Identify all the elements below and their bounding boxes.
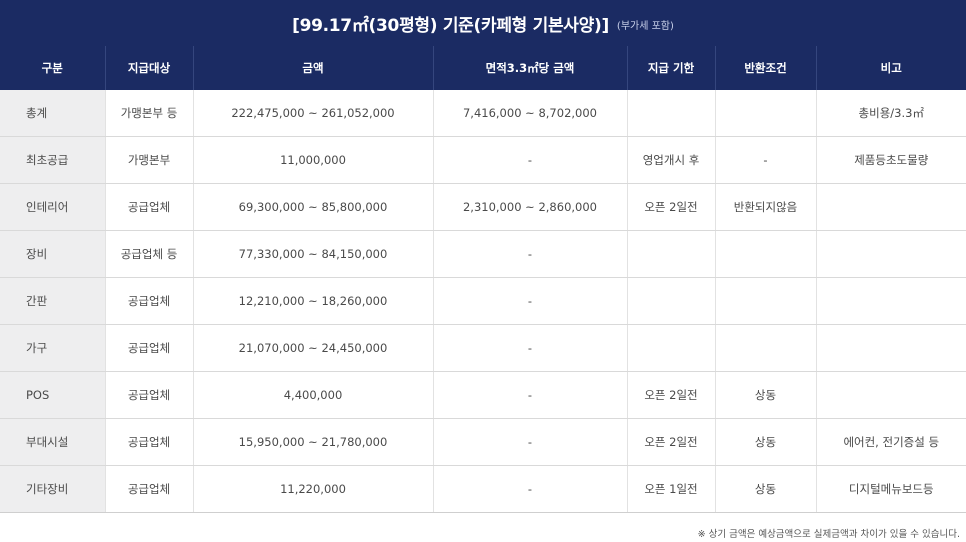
- table-cell: 공급업체: [104, 324, 193, 372]
- table-cell: 21,070,000 ~ 24,450,000: [192, 324, 433, 372]
- table-cell: [714, 324, 816, 372]
- table-row: 간판 공급업체 12,210,000 ~ 18,260,000 -: [0, 277, 966, 325]
- row-label: 가구: [0, 324, 105, 372]
- table-cell: 가맹본부: [104, 136, 193, 184]
- column-header-remarks: 비고: [815, 46, 966, 90]
- table-cell: 상동: [714, 465, 816, 513]
- row-label: 부대시설: [0, 418, 105, 466]
- table-cell: 2,310,000 ~ 2,860,000: [432, 183, 627, 231]
- row-label: 최초공급: [0, 136, 105, 184]
- row-label: POS: [0, 371, 105, 419]
- table-cell: 반환되지않음: [714, 183, 816, 231]
- column-header-recipient: 지급대상: [104, 46, 193, 90]
- table-cell: 상동: [714, 371, 816, 419]
- table-cell: 공급업체: [104, 371, 193, 419]
- table-cell: [626, 230, 715, 278]
- table-cell: 공급업체: [104, 183, 193, 231]
- column-header-amount-per-area: 면적3.3㎡당 금액: [432, 46, 627, 90]
- table-cell: -: [432, 418, 627, 466]
- table-cell: -: [432, 465, 627, 513]
- table-row: POS 공급업체 4,400,000 - 오픈 2일전 상동: [0, 371, 966, 419]
- column-header-refund: 반환조건: [714, 46, 816, 90]
- table-row: 장비 공급업체 등 77,330,000 ~ 84,150,000 -: [0, 230, 966, 278]
- table-cell: 오픈 1일전: [626, 465, 715, 513]
- table-cell: [815, 324, 966, 372]
- row-label: 기타장비: [0, 465, 105, 513]
- table-cell: 오픈 2일전: [626, 418, 715, 466]
- table-cell: 오픈 2일전: [626, 371, 715, 419]
- table-row: 가구 공급업체 21,070,000 ~ 24,450,000 -: [0, 324, 966, 372]
- table-cell: [626, 324, 715, 372]
- table-row: 인테리어 공급업체 69,300,000 ~ 85,800,000 2,310,…: [0, 183, 966, 231]
- table-row: 부대시설 공급업체 15,950,000 ~ 21,780,000 - 오픈 2…: [0, 418, 966, 466]
- table-cell: -: [432, 230, 627, 278]
- table-cell: [626, 90, 715, 137]
- table-cell: [714, 277, 816, 325]
- table-cell: 공급업체: [104, 277, 193, 325]
- table-cell: 15,950,000 ~ 21,780,000: [192, 418, 433, 466]
- table-cell: 에어컨, 전기증설 등: [815, 418, 966, 466]
- table-cell: 11,220,000: [192, 465, 433, 513]
- table-cell: 영업개시 후: [626, 136, 715, 184]
- table-row: 총계 가맹본부 등 222,475,000 ~ 261,052,000 7,41…: [0, 90, 966, 137]
- header-row: 구분 지급대상 금액 면적3.3㎡당 금액 지급 기한 반환조건 비고: [0, 46, 966, 90]
- table-cell: -: [432, 136, 627, 184]
- table-title-banner: [99.17㎡(30평형) 기준(카페형 기본사양)] (부가세 포함): [0, 0, 966, 46]
- table-cell: [626, 277, 715, 325]
- table-cell: 디지털메뉴보드등: [815, 465, 966, 513]
- table-cell: 공급업체: [104, 418, 193, 466]
- table-cell: 상동: [714, 418, 816, 466]
- table-row: 기타장비 공급업체 11,220,000 - 오픈 1일전 상동 디지털메뉴보드…: [0, 465, 966, 513]
- table-cell: [815, 230, 966, 278]
- table-row: 최초공급 가맹본부 11,000,000 - 영업개시 후 - 제품등초도물량: [0, 136, 966, 184]
- table-cell: 오픈 2일전: [626, 183, 715, 231]
- table-cell: [714, 230, 816, 278]
- table-cell: 222,475,000 ~ 261,052,000: [192, 90, 433, 137]
- table-cell: 공급업체 등: [104, 230, 193, 278]
- column-header-amount: 금액: [192, 46, 433, 90]
- table-cell: 공급업체: [104, 465, 193, 513]
- table-cell: -: [714, 136, 816, 184]
- column-header-category: 구분: [0, 46, 105, 90]
- cost-table: 구분 지급대상 금액 면적3.3㎡당 금액 지급 기한 반환조건 비고 총계 가…: [0, 46, 966, 513]
- row-label: 총계: [0, 90, 105, 137]
- table-cell: 제품등초도물량: [815, 136, 966, 184]
- table-cell: 77,330,000 ~ 84,150,000: [192, 230, 433, 278]
- table-cell: 7,416,000 ~ 8,702,000: [432, 90, 627, 137]
- row-label: 간판: [0, 277, 105, 325]
- table-cell: 가맹본부 등: [104, 90, 193, 137]
- table-cell: -: [432, 277, 627, 325]
- table-cell: 69,300,000 ~ 85,800,000: [192, 183, 433, 231]
- table-cell: 총비용/3.3㎡: [815, 90, 966, 137]
- table-cell: -: [432, 324, 627, 372]
- table-cell: [815, 277, 966, 325]
- table-cell: [714, 90, 816, 137]
- row-label: 장비: [0, 230, 105, 278]
- table-cell: 11,000,000: [192, 136, 433, 184]
- table-cell: 12,210,000 ~ 18,260,000: [192, 277, 433, 325]
- table-title: [99.17㎡(30평형) 기준(카페형 기본사양)]: [292, 15, 609, 36]
- footnote: ※ 상기 금액은 예상금액으로 실제금액과 차이가 있을 수 있습니다.: [697, 529, 960, 540]
- table-cell: [815, 371, 966, 419]
- vat-note: (부가세 포함): [616, 21, 674, 32]
- table-cell: -: [432, 371, 627, 419]
- table-cell: [815, 183, 966, 231]
- table-cell: 4,400,000: [192, 371, 433, 419]
- column-header-deadline: 지급 기한: [626, 46, 715, 90]
- row-label: 인테리어: [0, 183, 105, 231]
